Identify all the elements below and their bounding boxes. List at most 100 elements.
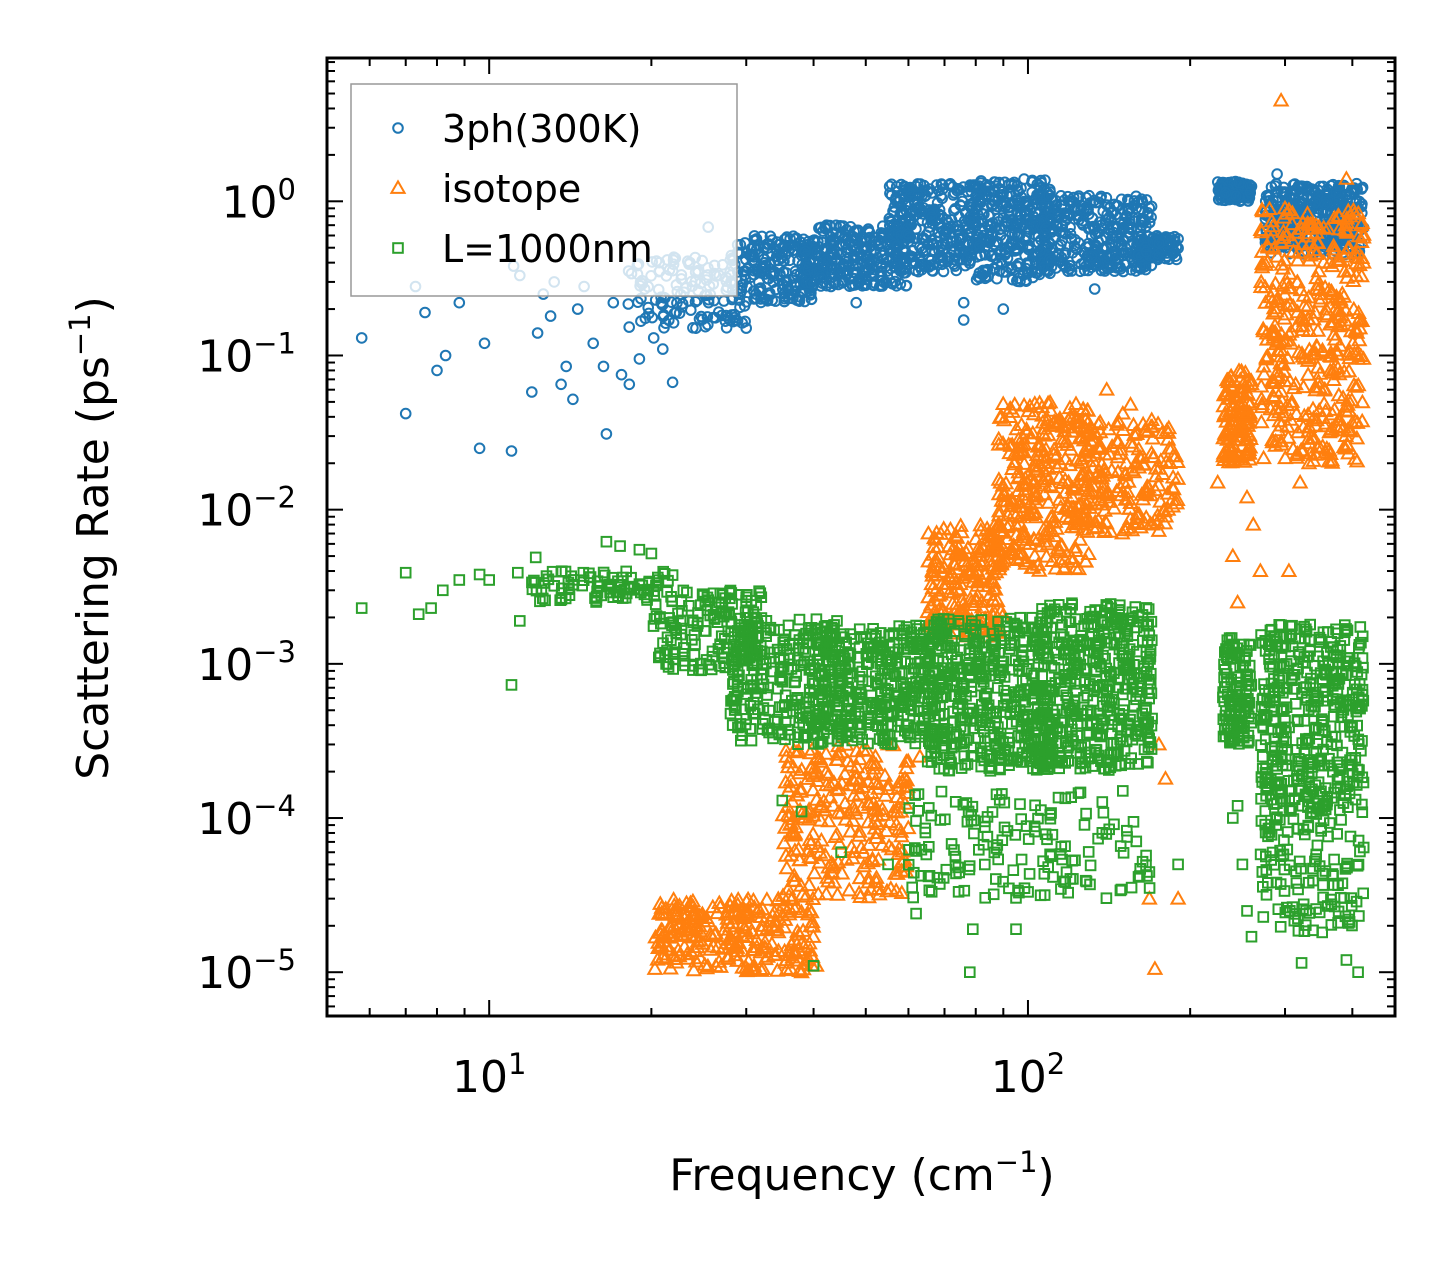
data-point-isotope <box>1108 482 1126 497</box>
data-point-isotope <box>1288 224 1306 239</box>
data-point-3ph-300k <box>587 337 600 350</box>
data-point-l-1000nm <box>577 574 590 587</box>
data-point-l-1000nm <box>813 658 825 671</box>
data-point-isotope <box>1265 373 1282 388</box>
data-point-3ph-300k <box>707 311 720 324</box>
data-point-isotope <box>1067 395 1085 410</box>
data-point-3ph-300k <box>860 278 873 291</box>
data-point-isotope <box>1224 376 1241 392</box>
data-point-3ph-300k <box>1109 239 1121 251</box>
data-point-isotope <box>1353 312 1371 327</box>
data-point-3ph-300k <box>753 266 766 279</box>
data-point-isotope <box>1238 384 1256 399</box>
data-point-isotope <box>1017 493 1034 508</box>
data-point-3ph-300k <box>1039 222 1052 234</box>
data-point-isotope <box>970 542 988 558</box>
data-point-isotope <box>1282 323 1300 338</box>
data-point-isotope <box>1015 455 1033 470</box>
data-point-isotope <box>1164 479 1182 495</box>
data-point-isotope <box>1219 448 1236 464</box>
data-point-isotope <box>1348 345 1366 360</box>
data-point-isotope <box>1332 315 1350 331</box>
data-point-isotope <box>1303 429 1321 445</box>
data-point-3ph-300k <box>1271 168 1283 180</box>
data-point-isotope <box>1285 379 1303 395</box>
data-point-isotope <box>970 539 987 554</box>
data-point-isotope <box>1006 453 1024 468</box>
data-point-3ph-300k <box>819 221 831 233</box>
data-point-isotope <box>1040 494 1057 509</box>
data-point-3ph-300k <box>1330 186 1342 199</box>
data-point-3ph-300k <box>763 287 776 299</box>
data-point-3ph-300k <box>615 368 628 381</box>
data-point-isotope <box>1273 256 1291 271</box>
data-point-isotope <box>1029 487 1046 502</box>
data-point-isotope <box>1256 278 1274 294</box>
data-point-isotope <box>1056 500 1074 515</box>
data-point-3ph-300k <box>720 309 732 322</box>
data-point-isotope <box>838 851 855 866</box>
data-point-isotope <box>685 961 703 977</box>
data-point-isotope <box>1061 510 1078 525</box>
data-point-l-1000nm <box>754 587 767 600</box>
data-point-isotope <box>987 580 1004 596</box>
data-point-isotope <box>1157 770 1174 785</box>
data-point-isotope <box>1032 537 1050 553</box>
data-point-3ph-300k <box>919 244 932 257</box>
data-point-isotope <box>869 880 887 895</box>
data-point-l-1000nm <box>893 730 906 743</box>
data-point-isotope <box>952 517 970 532</box>
data-point-isotope <box>1255 365 1273 381</box>
data-point-3ph-300k <box>1003 178 1015 191</box>
data-point-isotope <box>873 836 891 851</box>
data-point-isotope <box>874 806 892 821</box>
data-point-isotope <box>1295 312 1313 327</box>
data-point-isotope <box>817 745 835 760</box>
data-point-3ph-300k <box>670 306 683 318</box>
data-point-isotope <box>756 933 774 949</box>
data-point-isotope <box>674 906 692 921</box>
data-point-l-1000nm <box>833 699 846 712</box>
data-point-l-1000nm <box>764 646 776 659</box>
data-point-isotope <box>1083 482 1101 498</box>
data-point-l-1000nm <box>705 663 718 676</box>
data-point-3ph-300k <box>607 296 620 309</box>
data-point-3ph-300k <box>1044 213 1057 226</box>
data-point-3ph-300k <box>1145 211 1157 224</box>
data-point-3ph-300k <box>761 238 774 250</box>
data-point-3ph-300k <box>767 270 780 283</box>
data-point-isotope <box>693 907 710 922</box>
data-point-isotope <box>1057 432 1075 448</box>
data-point-isotope <box>1121 510 1139 525</box>
data-point-isotope <box>1077 553 1095 568</box>
data-point-l-1000nm <box>910 682 923 694</box>
data-point-l-1000nm <box>812 678 825 690</box>
data-point-3ph-300k <box>531 327 544 339</box>
data-point-isotope <box>738 908 756 923</box>
data-point-isotope <box>860 836 878 851</box>
data-point-3ph-300k <box>813 265 826 278</box>
data-point-isotope <box>666 950 684 965</box>
data-point-l-1000nm <box>688 649 701 661</box>
data-point-l-1000nm <box>803 696 815 709</box>
data-point-l-1000nm <box>662 574 674 587</box>
data-point-l-1000nm <box>782 664 794 676</box>
data-point-isotope <box>1346 244 1364 260</box>
data-point-isotope <box>1041 476 1059 492</box>
data-point-isotope <box>993 555 1010 571</box>
data-point-l-1000nm <box>815 736 828 749</box>
data-point-isotope <box>1278 297 1296 312</box>
data-point-isotope <box>1035 454 1053 469</box>
data-point-isotope <box>890 845 907 860</box>
data-point-l-1000nm <box>782 619 795 632</box>
data-point-isotope <box>1238 488 1256 504</box>
data-point-3ph-300k <box>790 268 803 281</box>
data-point-3ph-300k <box>544 310 557 322</box>
data-point-isotope <box>1008 526 1025 542</box>
data-point-isotope <box>1353 267 1370 283</box>
data-point-3ph-300k <box>826 251 839 264</box>
data-point-3ph-300k <box>755 265 768 278</box>
data-point-isotope <box>1169 889 1187 905</box>
data-point-isotope <box>1276 199 1294 215</box>
data-point-isotope <box>994 434 1012 450</box>
